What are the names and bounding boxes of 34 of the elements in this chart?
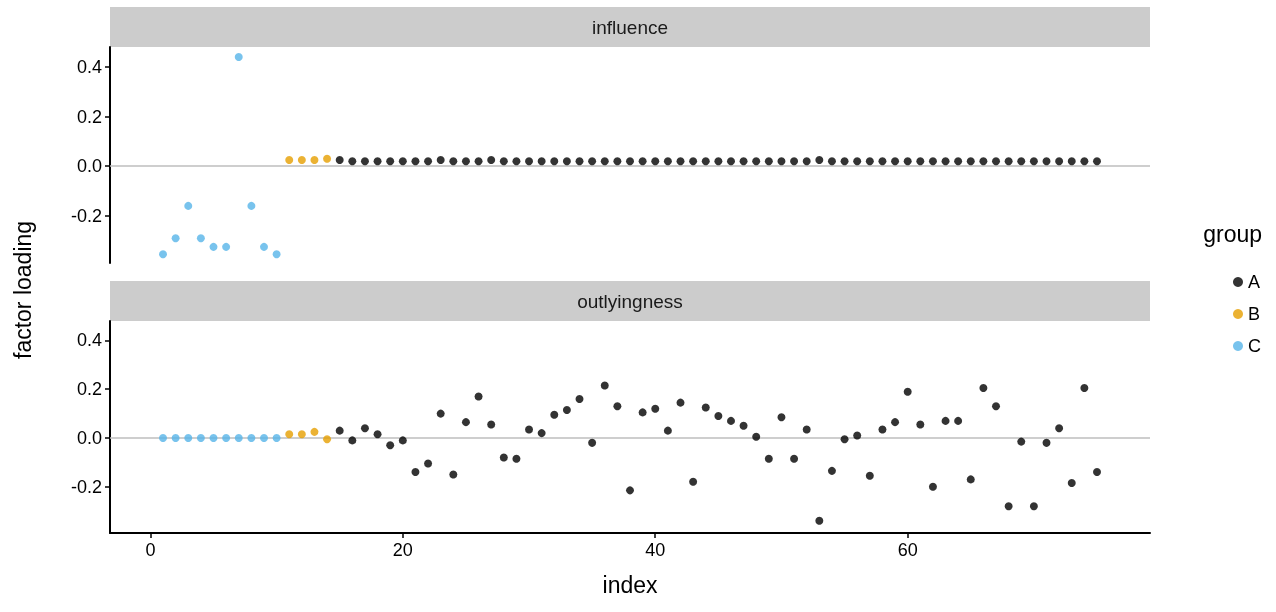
chart-title: outlyingness xyxy=(577,290,683,312)
point xyxy=(209,242,218,251)
x-tick-label: 60 xyxy=(897,540,918,560)
point xyxy=(285,155,294,164)
legend-title: group xyxy=(1203,220,1262,247)
legend-label: A xyxy=(1248,272,1261,292)
y-tick-label: 0.0 xyxy=(76,156,102,177)
x-axis-title: index xyxy=(602,571,658,598)
x-tick-label: 40 xyxy=(645,540,666,560)
chart-title: influence xyxy=(591,16,669,38)
point xyxy=(272,250,281,259)
point xyxy=(247,201,256,210)
point xyxy=(196,234,205,243)
point xyxy=(184,201,193,210)
y-tick-label: 0.4 xyxy=(76,56,102,77)
y-axis-title: factor loading xyxy=(10,220,37,359)
y-tick-label: 0.2 xyxy=(76,106,102,127)
point xyxy=(234,52,243,61)
y-tick-label: 0.4 xyxy=(76,330,102,351)
legend-label: C xyxy=(1248,336,1261,356)
point xyxy=(259,242,268,251)
y-tick-label: 0.2 xyxy=(76,379,102,400)
point xyxy=(310,155,319,164)
y-tick-label: -0.2 xyxy=(70,205,102,226)
point xyxy=(222,242,231,251)
y-tick-label: 0.0 xyxy=(76,427,102,448)
point xyxy=(159,250,168,259)
point xyxy=(323,154,332,163)
x-tick-label: 0 xyxy=(145,540,156,560)
point xyxy=(297,155,306,164)
y-tick-label: -0.2 xyxy=(70,476,102,497)
point xyxy=(171,234,180,243)
legend-label: B xyxy=(1248,304,1261,324)
x-tick-label: 20 xyxy=(392,540,413,560)
